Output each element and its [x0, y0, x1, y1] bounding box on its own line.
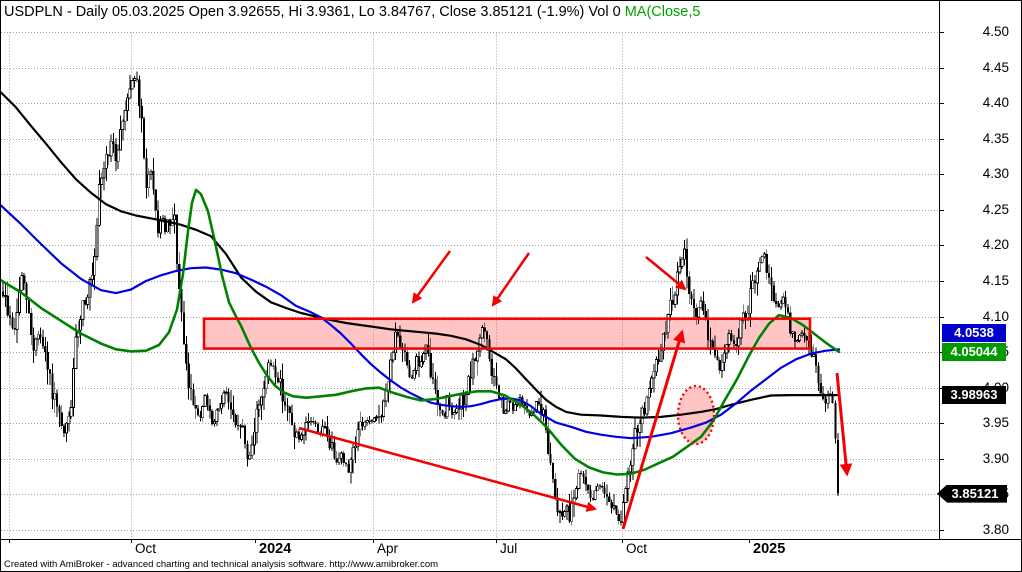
axes [1, 1, 1021, 543]
drop-arrow-down [835, 372, 853, 477]
y-axis-label: 4.25 [982, 201, 1009, 217]
last-price-badge: 3.85121 [937, 484, 1007, 503]
y-axis-label: 4.35 [982, 130, 1009, 146]
chart-title-ohlc: USDPLN - Daily 05.03.2025 Open 3.92655, … [4, 4, 625, 20]
spike-arrow-2 [491, 252, 531, 307]
ma-green-value-badge: 4.05044 [942, 342, 1006, 361]
chart-title: USDPLN - Daily 05.03.2025 Open 3.92655, … [4, 4, 937, 22]
y-axis-label: 4.50 [982, 24, 1009, 39]
y-axis-label: 3.95 [982, 415, 1009, 431]
x-axis-label: 2025 [753, 541, 786, 557]
spike-arrow-1 [411, 250, 452, 304]
x-axis-label: Jul [500, 541, 518, 556]
ma-line-black [1, 91, 839, 419]
x-axis-label: Oct [626, 541, 648, 556]
y-axis-label: 3.80 [982, 522, 1009, 537]
y-axis-label: 4.40 [982, 95, 1009, 111]
ma-cross-ellipse-outline [676, 384, 716, 446]
ma-blue-value-badge: 4.0538 [942, 323, 1006, 342]
chart-title-indicator-label: MA(Close,5 [624, 4, 701, 20]
x-axis-label: Oct [135, 541, 157, 556]
x-axis-label: Apr [377, 541, 399, 556]
resistance-zone-fill [204, 318, 810, 349]
y-axis-label: 4.45 [982, 59, 1009, 75]
y-axis-label: 4.10 [982, 308, 1009, 324]
y-axis-label: 4.20 [982, 237, 1009, 253]
trend-arrow-down-sloped [298, 426, 598, 512]
resistance-zone-outline [202, 317, 812, 350]
gridlines [1, 32, 939, 539]
y-axis-label: 4.15 [982, 273, 1009, 288]
y-axis-label: 4.30 [982, 166, 1009, 182]
spike-arrow-3 [645, 256, 687, 291]
rally-arrow-up [621, 329, 686, 530]
x-axis-label: 2024 [259, 541, 292, 557]
y-axis-label: 3.90 [982, 450, 1009, 466]
ma-line-green [1, 188, 841, 476]
ma-black-value-badge: 3.98963 [942, 386, 1006, 405]
footer-credit: Created with AmiBroker - advanced charti… [4, 559, 439, 570]
